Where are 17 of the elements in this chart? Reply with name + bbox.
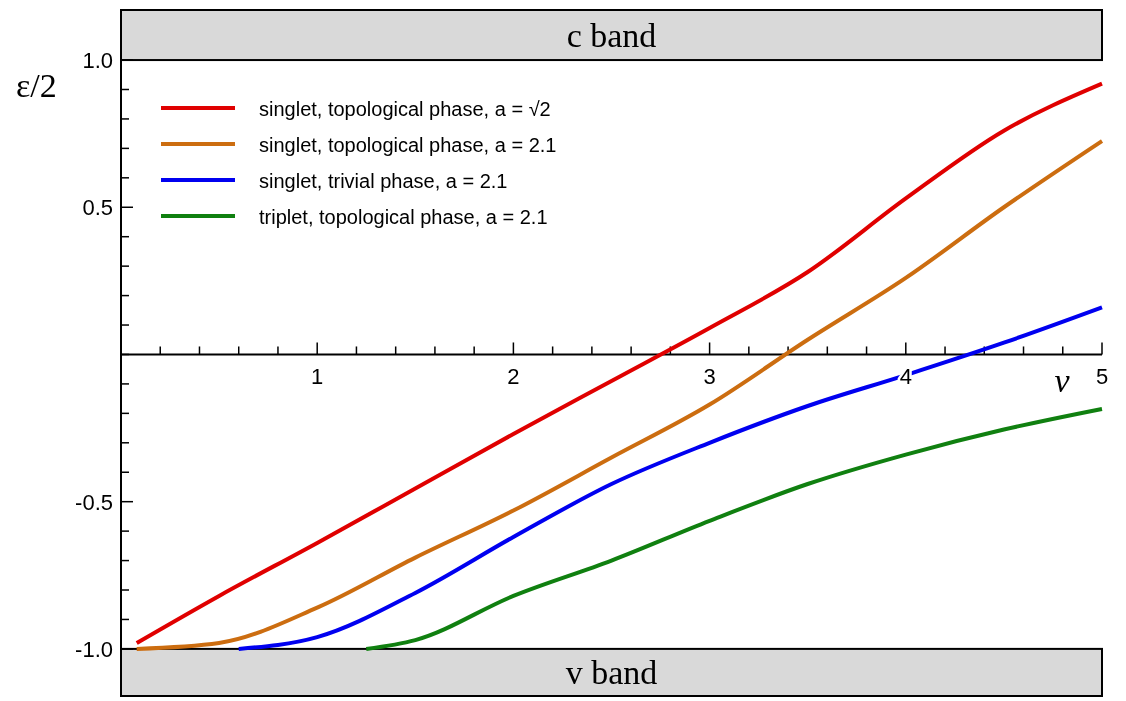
y-axis-title: ε/2: [16, 67, 57, 105]
x-tick-label: 2: [507, 364, 520, 390]
line-series: [364, 406, 1104, 651]
x-tick-label: 5: [1095, 364, 1109, 390]
y-tick-label: -0.5: [75, 489, 113, 515]
x-tick-label: 1: [311, 364, 324, 390]
x-axis-title: v: [1054, 362, 1071, 400]
legend-label: singlet, trivial phase, a = 2.1: [259, 170, 508, 192]
band-label: v band: [565, 654, 658, 692]
legend-label: singlet, topological phase, a = 2.1: [259, 134, 557, 156]
y-tick-label: -1.0: [75, 636, 113, 662]
legend-label: singlet, topological phase, a = √2: [259, 98, 551, 120]
legend-label: triplet, topological phase, a = 2.1: [259, 206, 548, 228]
band-label: c band: [566, 17, 657, 55]
x-tick-label: 3: [703, 364, 716, 390]
y-tick-label: 1.0: [82, 48, 113, 74]
y-tick-label: 0.5: [82, 195, 113, 221]
